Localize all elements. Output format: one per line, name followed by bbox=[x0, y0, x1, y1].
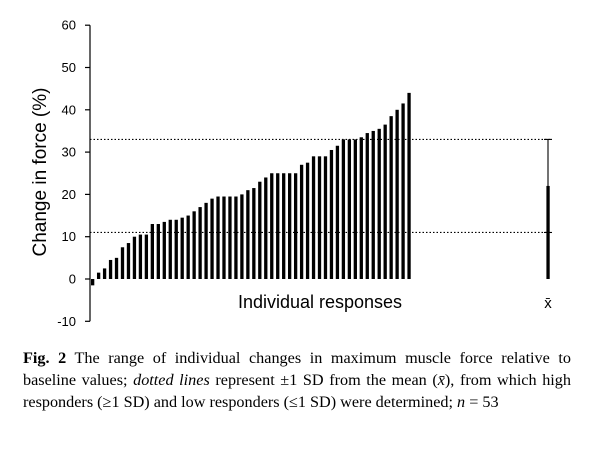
caption-text-4: = 53 bbox=[465, 393, 499, 411]
bar bbox=[150, 224, 154, 279]
caption-mean-symbol: x̄ bbox=[437, 371, 445, 389]
bar bbox=[305, 162, 310, 279]
bar bbox=[174, 219, 178, 279]
bar bbox=[210, 198, 214, 279]
caption-emphasis: dotted lines bbox=[133, 371, 210, 389]
bar bbox=[353, 139, 357, 279]
bar bbox=[108, 259, 113, 279]
bar bbox=[323, 156, 328, 279]
caption-text-1: The range of individual changes in maxim… bbox=[23, 349, 571, 389]
bar bbox=[168, 219, 172, 279]
bar bbox=[252, 188, 256, 279]
bar bbox=[96, 272, 101, 279]
y-axis: -10 0 10 20 30 40 50 60 bbox=[57, 18, 91, 329]
caption-fig-label: Fig. 2 bbox=[23, 349, 67, 367]
bar bbox=[132, 236, 137, 279]
bar bbox=[228, 196, 232, 279]
y-tick-label: 30 bbox=[62, 145, 76, 160]
bar bbox=[204, 202, 208, 279]
bar bbox=[162, 221, 166, 279]
bar bbox=[317, 156, 322, 279]
mean-group: x̄ bbox=[544, 138, 552, 312]
bar bbox=[144, 234, 149, 279]
bar bbox=[91, 279, 95, 286]
y-tick-label: 60 bbox=[62, 18, 76, 33]
bar bbox=[359, 137, 363, 279]
bar bbox=[126, 243, 131, 279]
y-tick-label: 10 bbox=[62, 229, 76, 244]
bar bbox=[329, 149, 334, 279]
bar bbox=[258, 181, 262, 279]
bar bbox=[401, 103, 405, 279]
bar bbox=[240, 194, 244, 279]
bar bbox=[311, 156, 316, 279]
bar bbox=[222, 196, 226, 279]
y-tick-label: 0 bbox=[69, 272, 76, 287]
bar bbox=[246, 190, 250, 279]
bar bbox=[270, 173, 274, 279]
bar bbox=[371, 130, 375, 279]
bar bbox=[377, 128, 381, 279]
y-axis-label: Change in force (%) bbox=[30, 88, 51, 257]
bar bbox=[276, 173, 280, 279]
bar bbox=[282, 173, 286, 279]
bar bbox=[299, 164, 304, 279]
y-tick-label: 50 bbox=[62, 60, 76, 75]
bar bbox=[264, 177, 268, 279]
bar bbox=[407, 92, 411, 279]
chart-area: x̄ -10 0 10 20 30 40 50 60 Change in force (%) … bbox=[30, 18, 552, 329]
bar bbox=[383, 124, 387, 279]
bar bbox=[138, 234, 143, 279]
bar bbox=[120, 247, 125, 279]
bar bbox=[114, 257, 119, 279]
y-tick-label: 40 bbox=[62, 102, 76, 117]
mean-label: x̄ bbox=[544, 295, 552, 312]
bar bbox=[234, 196, 238, 279]
bar bbox=[192, 211, 196, 279]
bar bbox=[288, 173, 292, 279]
bars-group bbox=[91, 92, 411, 286]
bar bbox=[198, 207, 202, 279]
bar bbox=[293, 173, 298, 279]
bar bbox=[102, 268, 107, 279]
figure-caption: Fig. 2 The range of individual changes i… bbox=[23, 347, 571, 413]
bar bbox=[341, 139, 346, 279]
bar bbox=[180, 217, 184, 279]
y-tick-label: -10 bbox=[57, 314, 76, 329]
y-tick-label: 20 bbox=[62, 187, 76, 202]
bar bbox=[156, 224, 160, 279]
individual-responses-label: Individual responses bbox=[238, 292, 402, 312]
bar bbox=[335, 145, 340, 279]
bar bbox=[365, 133, 369, 279]
caption-text-2: represent ±1 SD from the mean ( bbox=[209, 371, 438, 389]
bar bbox=[389, 116, 393, 280]
caption-n-symbol: n bbox=[457, 393, 466, 411]
bar bbox=[395, 109, 399, 279]
bar bbox=[216, 196, 220, 279]
bar bbox=[347, 139, 352, 279]
bar bbox=[186, 215, 190, 279]
caption-text-3: ), from which high responders (≥1 SD) an… bbox=[23, 371, 571, 411]
